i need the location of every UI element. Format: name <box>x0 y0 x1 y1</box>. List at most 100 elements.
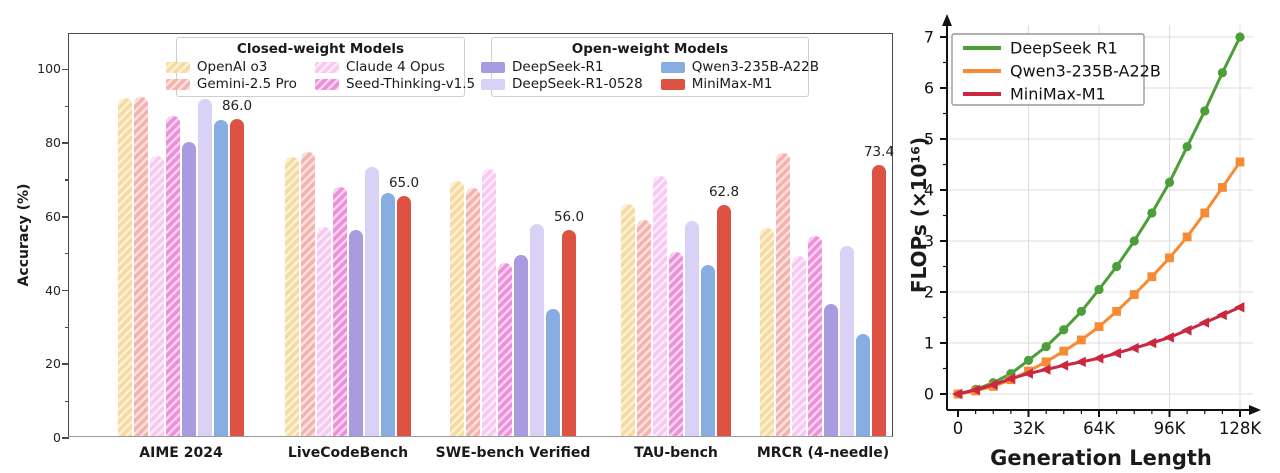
legend-entry: Qwen3-235B-A22B <box>660 59 819 75</box>
bar-qwen3-235b-a22b <box>381 193 395 436</box>
data-point-circle <box>1147 208 1157 218</box>
line-chart-y-axis-label: FLOPs (×10¹⁶) <box>907 136 931 294</box>
data-point-triangle <box>1004 373 1016 384</box>
bar-seed-thinking-v1-5 <box>333 187 347 436</box>
y-axis-minor-tick <box>65 253 69 255</box>
category-label: TAU-bench <box>634 445 718 461</box>
legend-entry-label: Qwen3-235B-A22B <box>691 59 819 75</box>
value-annotation: 56.0 <box>553 208 585 225</box>
bar-minimax-m1 <box>230 119 244 436</box>
bar-claude-4-opus <box>150 155 164 436</box>
bar-chart-plot-area: 0 20 40 60 80 100 86.0 AIME 2024 65.0 LiveCodeBen… <box>37 33 895 461</box>
line-legend-box <box>951 33 1145 106</box>
legend-swatch <box>314 61 339 73</box>
accuracy-bar-chart-panel: Accuracy (%) 0 20 40 60 80 100 86.0 AIME 2024 65… <box>16 33 895 461</box>
data-point-circle <box>1094 284 1104 295</box>
data-point-triangle <box>1057 360 1069 371</box>
y-axis-minor-tick <box>65 179 69 181</box>
legend-swatch <box>165 61 190 73</box>
data-point-triangle <box>952 388 963 400</box>
y-axis-tick-label: 0 <box>924 385 934 404</box>
legend-swatch <box>660 61 685 73</box>
y-axis-tick-mark <box>62 437 69 439</box>
y-axis-tick-label: 2 <box>924 283 934 302</box>
y-axis-minor-tick <box>65 400 69 402</box>
legend-entry-label: OpenAI o3 <box>196 59 268 75</box>
data-point-triangle <box>1040 364 1051 375</box>
data-point-square <box>1235 157 1245 167</box>
bar-openai-o3 <box>760 227 774 436</box>
data-point-circle <box>1217 68 1227 78</box>
bar-deepseek-r1 <box>824 304 838 436</box>
data-point-circle <box>1200 106 1210 116</box>
data-point-circle <box>1023 355 1034 365</box>
legend-entry-label: DeepSeek-R1 <box>512 59 604 75</box>
y-axis-tick-label: 1 <box>924 334 934 353</box>
flops-line-chart-panel: 0 1 2 3 4 5 6 7 0 32K 64K 96K 128K DeepSeek R1 Qwen3-2… <box>905 0 1280 473</box>
bar-openai-o3 <box>285 156 299 436</box>
bar-openai-o3 <box>621 204 635 436</box>
data-point-triangle <box>1181 325 1192 336</box>
value-annotation: 73.4 <box>863 144 895 161</box>
bar-seed-thinking-v1-5 <box>498 262 512 436</box>
line-chart-x-axis-label: Generation Length <box>990 446 1212 470</box>
bar-gemini-2-5-pro <box>301 151 315 436</box>
bar-chart-y-axis-label: Accuracy (%) <box>16 183 32 287</box>
data-point-triangle <box>1234 302 1245 313</box>
legend-entry: MiniMax-M1 <box>660 76 819 92</box>
data-point-square <box>1076 335 1086 345</box>
y-axis-tick-label: 100 <box>37 61 61 77</box>
bar-deepseek-r1-0528 <box>685 220 699 436</box>
legend-entry-label: Qwen3-235B-A22B <box>1010 62 1161 81</box>
y-axis-minor-tick <box>65 105 69 107</box>
bar-minimax-m1 <box>562 229 576 436</box>
legend-swatch <box>481 78 506 90</box>
data-point-circle <box>1164 177 1175 187</box>
y-axis-tick-label: 3 <box>924 232 934 251</box>
category-label: MRCR (4-needle) <box>756 445 890 461</box>
data-point-circle <box>1112 261 1122 272</box>
data-point-square <box>1165 253 1174 263</box>
category-label: SWE-bench Verified <box>435 445 591 461</box>
bar-deepseek-r1-0528 <box>365 166 379 436</box>
legend-entry: Claude 4 Opus <box>314 59 475 75</box>
y-axis-tick-label: 40 <box>45 282 61 298</box>
legend-title: Closed-weight Models <box>236 41 405 57</box>
bar-deepseek-r1-0528 <box>198 99 212 436</box>
bar-seed-thinking-v1-5 <box>166 116 180 436</box>
bar-qwen3-235b-a22b <box>856 333 870 436</box>
legend-entry: OpenAI o3 <box>165 59 297 75</box>
bar-claude-4-opus <box>792 255 806 436</box>
data-point-triangle <box>1216 309 1227 321</box>
y-axis-tick-mark <box>62 142 69 144</box>
x-axis-tick-label: 0 <box>953 419 964 438</box>
legend-entry-label: MiniMax-M1 <box>691 76 773 92</box>
data-point-triangle <box>987 379 998 391</box>
legend-swatch <box>314 78 339 90</box>
legend-entries: DeepSeek-R1 Qwen3-235B-A22B DeepSeek-R1-05… <box>481 59 819 92</box>
bar-claude-4-opus <box>482 168 496 436</box>
bar-gemini-2-5-pro <box>776 152 790 436</box>
value-annotation: 62.8 <box>708 183 740 200</box>
bar-gemini-2-5-pro <box>466 188 480 436</box>
data-point-circle <box>1059 325 1069 335</box>
data-point-square <box>1112 306 1122 316</box>
data-point-square <box>1217 183 1227 192</box>
data-point-circle <box>1235 32 1245 42</box>
data-point-triangle <box>1198 317 1210 328</box>
x-axis-tick-label: 96K <box>1154 419 1187 438</box>
legend-entry: DeepSeek-R1-0528 <box>481 76 643 92</box>
bar-deepseek-r1 <box>182 141 196 436</box>
bar-deepseek-r1 <box>349 229 363 436</box>
bar-gemini-2-5-pro <box>134 96 148 436</box>
y-axis-tick-label: 0 <box>53 430 61 445</box>
bar-qwen3-235b-a22b <box>214 120 228 436</box>
data-point-square <box>1059 346 1069 356</box>
legend-entry-label: MiniMax-M1 <box>1010 85 1106 104</box>
data-point-triangle <box>969 384 981 396</box>
bar-claude-4-opus <box>317 227 331 436</box>
data-point-circle <box>1129 236 1139 246</box>
data-point-square <box>1041 357 1051 367</box>
legend-entry-label: Seed-Thinking-v1.5 <box>345 76 476 92</box>
